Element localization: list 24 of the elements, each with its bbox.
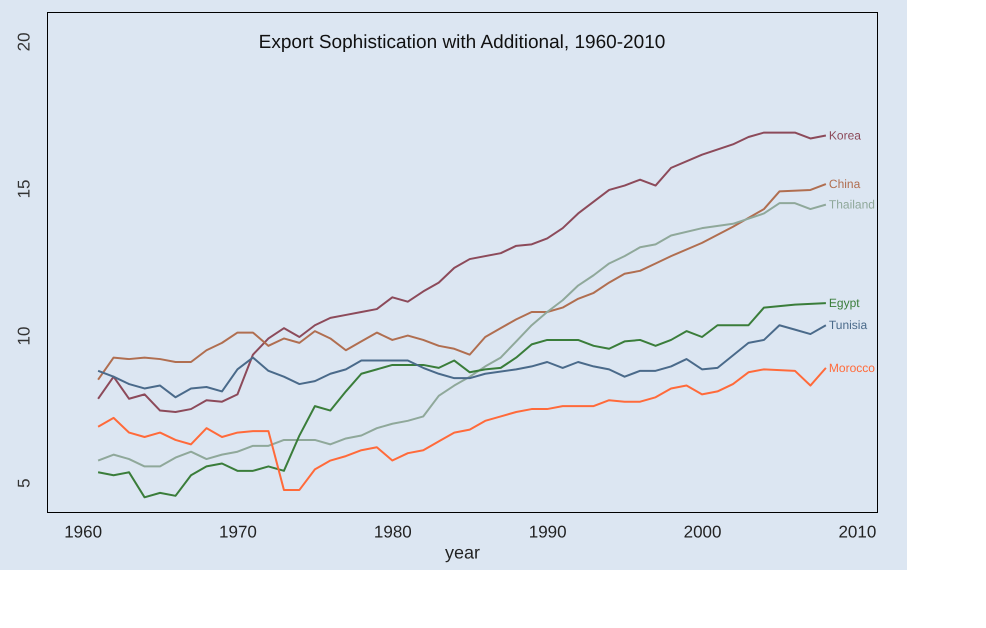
text: Export Sophistication with Additional, 1960-2010 [258,32,666,53]
y-tick-label: 20 [14,32,34,52]
line-series [97,302,827,498]
series-label: Thailand [828,198,875,212]
series-label: Morocco [828,360,876,375]
x-tick-label: 1990 [528,522,567,542]
line-series [97,202,827,468]
x-tick-label: 1980 [374,522,412,542]
y-tick-label: 5 [14,478,34,488]
x-axis-title: year [444,542,480,562]
line-series [97,366,827,491]
y-tick-label: 15 [14,180,34,198]
series-label: Tunisia [828,318,868,332]
x-tick-label: 2010 [838,522,876,542]
line-series [97,183,827,381]
series-label: Egypt [828,296,860,310]
x-tick-label: 2000 [684,522,722,542]
series-label: China [828,177,861,192]
x-tick-label: 1970 [219,522,257,542]
line-series [97,324,827,398]
series-label: Korea [828,128,862,143]
y-tick-label: 10 [14,326,34,346]
line-series [97,132,827,413]
x-tick-label: 1960 [64,522,102,542]
